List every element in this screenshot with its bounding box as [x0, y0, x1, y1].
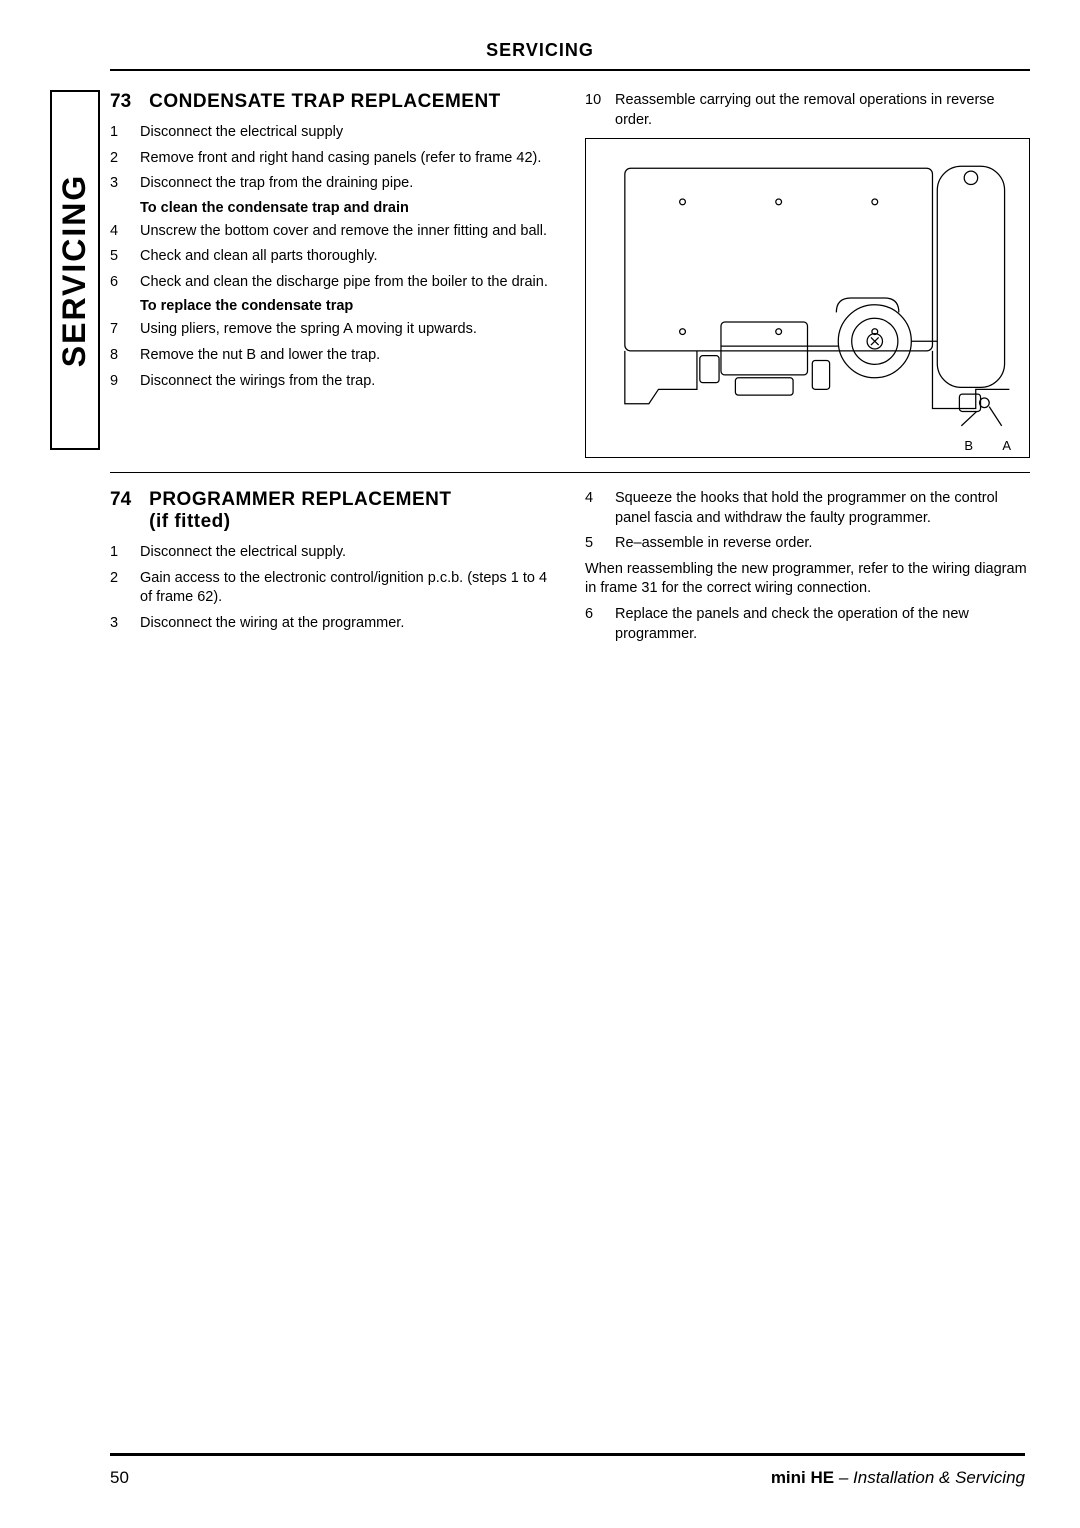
step-text: Disconnect the trap from the draining pi… — [140, 174, 555, 194]
list-item: 9 Disconnect the wirings from the trap. — [110, 372, 555, 392]
list-item: 5 Check and clean all parts thoroughly. — [110, 247, 555, 267]
step-text: Unscrew the bottom cover and remove the … — [140, 222, 555, 242]
list-item: 7 Using pliers, remove the spring A movin… — [110, 320, 555, 340]
page-number: 50 — [110, 1468, 129, 1488]
section-74-right: 4 Squeeze the hooks that hold the program… — [585, 489, 1030, 650]
list-item: 4 Squeeze the hooks that hold the program… — [585, 489, 1030, 528]
step-text: Check and clean the discharge pipe from … — [140, 273, 555, 293]
boiler-diagram: B A — [585, 138, 1030, 458]
step-text: Disconnect the electrical supply — [140, 123, 555, 143]
list-item: 3 Disconnect the trap from the draining p… — [110, 174, 555, 194]
step-text: Using pliers, remove the spring A moving… — [140, 320, 555, 340]
step-number: 3 — [110, 174, 128, 194]
footer-rule — [110, 1453, 1025, 1456]
list-item: 5 Re–assemble in reverse order. — [585, 534, 1030, 554]
page-header: SERVICING — [50, 40, 1030, 61]
step-text: Remove front and right hand casing panel… — [140, 149, 555, 169]
step-number: 3 — [110, 614, 128, 634]
side-tab: SERVICING — [50, 90, 100, 450]
page-footer: 50 mini HE – Installation & Servicing — [0, 1453, 1080, 1488]
step-text: Reassemble carrying out the removal oper… — [615, 91, 1030, 130]
section-73-left: 73 CONDENSATE TRAP REPLACEMENT 1Disconne… — [110, 91, 555, 458]
section-73-right: 10 Reassemble carrying out the removal op… — [585, 91, 1030, 458]
step-number: 7 — [110, 320, 128, 340]
step-text: Replace the panels and check the operati… — [615, 605, 1030, 644]
footer-title: mini HE – Installation & Servicing — [771, 1468, 1025, 1488]
footer-sep: – — [834, 1468, 853, 1487]
reassembly-note: When reassembling the new programmer, re… — [585, 560, 1030, 599]
section-73: 73 CONDENSATE TRAP REPLACEMENT 1Disconne… — [110, 91, 1030, 458]
step-number: 4 — [585, 489, 603, 528]
step-text: Gain access to the electronic control/ig… — [140, 569, 555, 608]
list-item: 4 Unscrew the bottom cover and remove the… — [110, 222, 555, 242]
list-item: 8 Remove the nut B and lower the trap. — [110, 346, 555, 366]
section-73-title: CONDENSATE TRAP REPLACEMENT — [149, 91, 501, 113]
step-number: 6 — [585, 605, 603, 644]
list-item: 2 Gain access to the electronic control/i… — [110, 569, 555, 608]
section-74-title: PROGRAMMER REPLACEMENT (if fitted) — [149, 489, 451, 533]
step-text: Disconnect the electrical supply. — [140, 543, 555, 563]
section-74-title-line2: (if fitted) — [149, 511, 230, 532]
header-underline — [110, 69, 1030, 71]
step-number: 6 — [110, 273, 128, 293]
list-item: 6 Check and clean the discharge pipe from… — [110, 273, 555, 293]
step-number: 9 — [110, 372, 128, 392]
diagram-label-a: A — [1002, 438, 1011, 453]
step-number: 8 — [110, 346, 128, 366]
footer-doc: Installation & Servicing — [853, 1468, 1025, 1487]
step-number: 2 — [110, 149, 128, 169]
section-74-title-line1: PROGRAMMER REPLACEMENT — [149, 489, 451, 510]
step-text: Squeeze the hooks that hold the programm… — [615, 489, 1030, 528]
footer-product: mini HE — [771, 1468, 834, 1487]
diagram-label-b: B — [964, 438, 973, 453]
list-item: 10 Reassemble carrying out the removal op… — [585, 91, 1030, 130]
step-number: 1 — [110, 123, 128, 143]
step-text: Disconnect the wiring at the programmer. — [140, 614, 555, 634]
section-74-number: 74 — [110, 489, 131, 511]
subheading-clean: To clean the condensate trap and drain — [140, 200, 555, 216]
main-content: 73 CONDENSATE TRAP REPLACEMENT 1Disconne… — [110, 91, 1030, 650]
subheading-replace: To replace the condensate trap — [140, 298, 555, 314]
list-item: 2 Remove front and right hand casing pane… — [110, 149, 555, 169]
step-number: 2 — [110, 569, 128, 608]
list-item: 1 Disconnect the electrical supply — [110, 123, 555, 143]
step-number: 4 — [110, 222, 128, 242]
step-text: Remove the nut B and lower the trap. — [140, 346, 555, 366]
list-item: 1 Disconnect the electrical supply. — [110, 543, 555, 563]
section-74: 74 PROGRAMMER REPLACEMENT (if fitted) 1D… — [110, 489, 1030, 650]
section-74-left: 74 PROGRAMMER REPLACEMENT (if fitted) 1D… — [110, 489, 555, 650]
list-item: 3 Disconnect the wiring at the programmer… — [110, 614, 555, 634]
side-tab-text: SERVICING — [57, 173, 94, 366]
step-number: 5 — [110, 247, 128, 267]
step-text: Re–assemble in reverse order. — [615, 534, 1030, 554]
step-text: Disconnect the wirings from the trap. — [140, 372, 555, 392]
step-text: Check and clean all parts thoroughly. — [140, 247, 555, 267]
step-number: 5 — [585, 534, 603, 554]
list-item: 6 Replace the panels and check the operat… — [585, 605, 1030, 644]
section-divider — [110, 472, 1030, 473]
step-number: 10 — [585, 91, 603, 130]
step-number: 1 — [110, 543, 128, 563]
boiler-diagram-svg — [596, 149, 1019, 447]
section-73-number: 73 — [110, 91, 131, 113]
